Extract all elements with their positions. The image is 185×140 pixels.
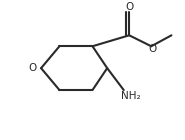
Text: O: O	[29, 63, 37, 73]
Text: NH₂: NH₂	[121, 91, 141, 101]
Text: O: O	[125, 2, 133, 12]
Text: O: O	[148, 44, 156, 54]
